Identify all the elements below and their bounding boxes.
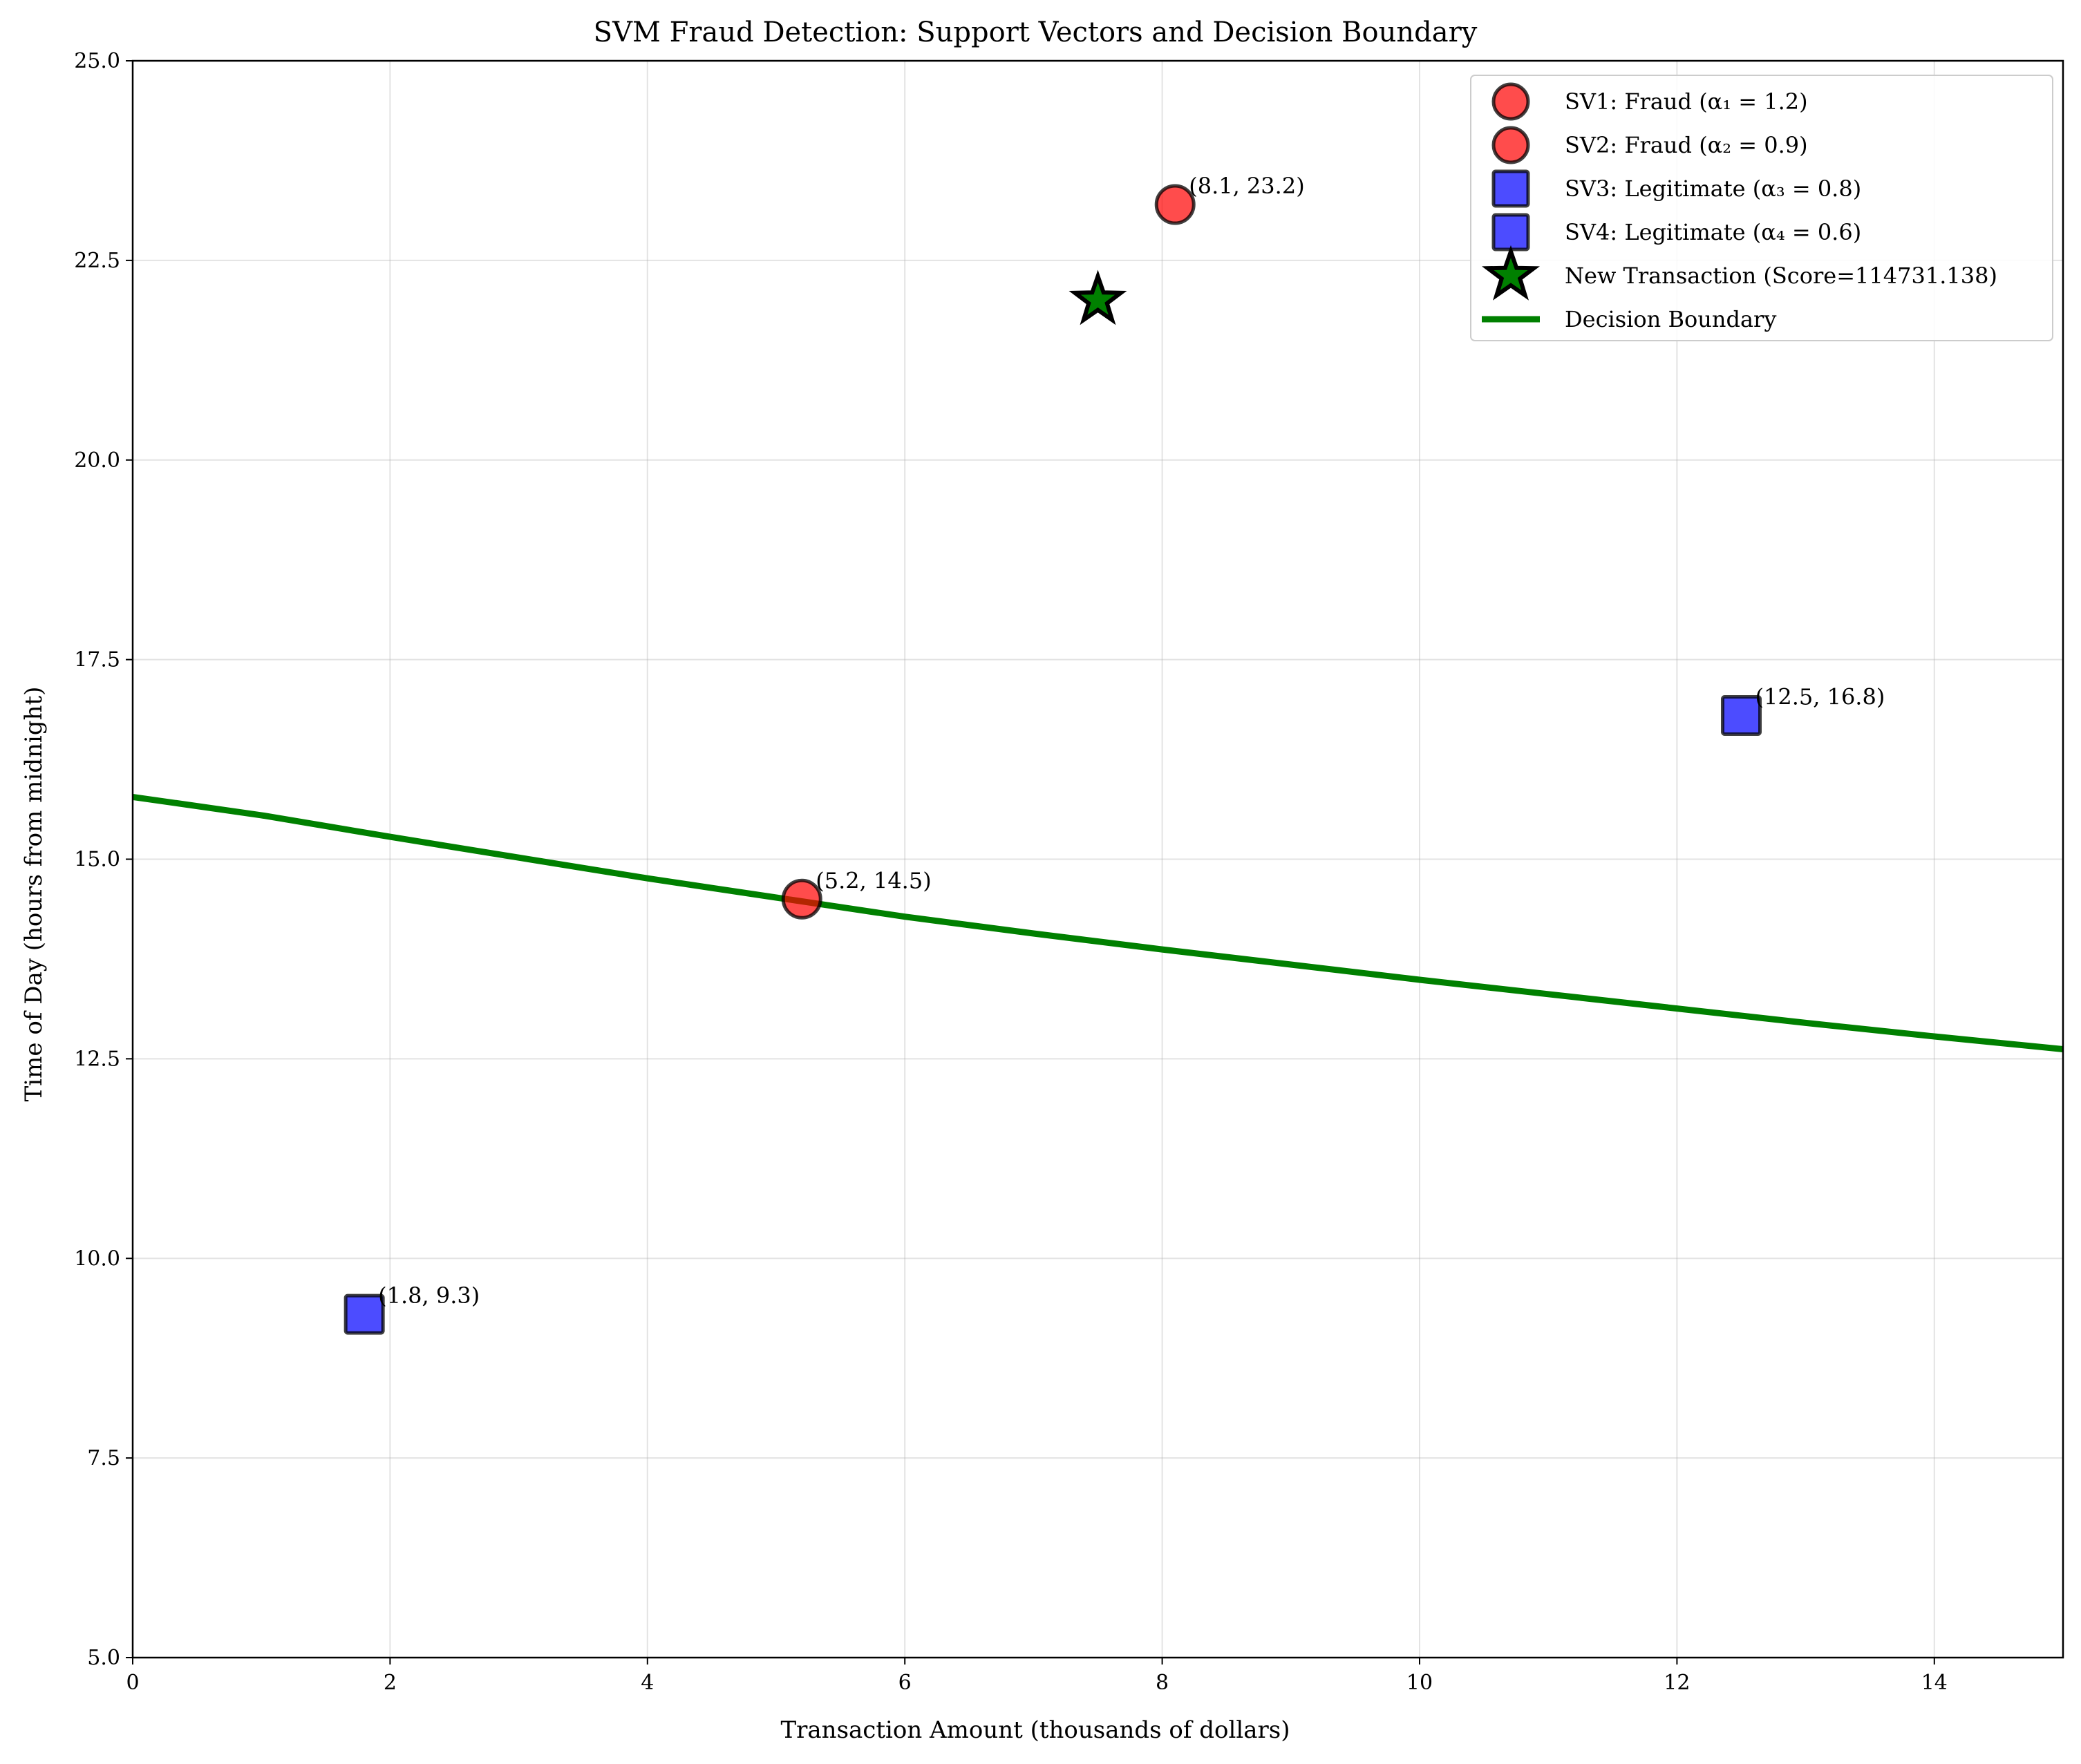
y-tick-label: 5.0: [87, 1646, 120, 1670]
x-tick-label: 12: [1664, 1671, 1690, 1695]
point-annotation: (12.5, 16.8): [1755, 684, 1885, 710]
support-vector-point: [1154, 184, 1196, 225]
legend-marker-swatch: [1491, 126, 1530, 164]
legend-marker-swatch: [1491, 169, 1530, 208]
y-tick-label: 20.0: [74, 448, 120, 473]
y-tick-label: 12.5: [74, 1047, 120, 1071]
x-tick-label: 0: [126, 1671, 139, 1695]
legend-entry-label: Decision Boundary: [1565, 306, 1776, 332]
y-tick-label: 22.5: [74, 249, 120, 273]
legend-marker-swatch: [1491, 82, 1530, 121]
legend-marker-swatch: [1481, 245, 1541, 301]
chart-title: SVM Fraud Detection: Support Vectors and…: [594, 17, 1478, 48]
y-tick-label: 17.5: [74, 648, 120, 672]
point-annotation: (1.8, 9.3): [378, 1282, 480, 1309]
x-tick-label: 6: [898, 1671, 912, 1695]
y-tick-label: 7.5: [87, 1446, 120, 1470]
y-axis-label: Time of Day (hours from midnight): [20, 687, 48, 1102]
y-tick-label: 15.0: [74, 848, 120, 872]
point-annotation: (5.2, 14.5): [816, 867, 931, 893]
x-tick-label: 10: [1406, 1671, 1433, 1695]
legend-entry-label: SV3: Legitimate (α₃ = 0.8): [1565, 176, 1861, 202]
x-tick-label: 4: [641, 1671, 654, 1695]
x-tick-label: 14: [1921, 1671, 1948, 1695]
support-vector-point: [781, 878, 822, 920]
legend: SV1: Fraud (α₁ = 1.2) SV2: Fraud (α₂ = 0.…: [1470, 75, 2053, 341]
y-tick-label: 10.0: [74, 1246, 120, 1271]
support-vector-point: [1721, 695, 1762, 737]
legend-entry-label: New Transaction (Score=114731.138): [1565, 263, 1997, 289]
ticks: 0 2 4 6 8 10 12 14 5.0 7.5 10.0 12.5 15.0 17.5 20.0 22.…: [74, 49, 1948, 1695]
legend-entry-label: SV4: Legitimate (α₄ = 0.6): [1565, 219, 1861, 245]
boundary-layer: [132, 793, 2064, 1052]
x-tick-label: 8: [1156, 1671, 1169, 1695]
legend-box: [1470, 75, 2053, 341]
new-transaction-point: [1068, 269, 1127, 325]
marker-layer: [343, 184, 1762, 1335]
decision-boundary-line: [132, 793, 2064, 1052]
legend-marker-swatch: [1491, 213, 1530, 252]
annotation-layer: (5.2, 14.5) (8.1, 23.2) (12.5, 16.8) (1.8, …: [378, 173, 1885, 1309]
x-tick-label: 2: [384, 1671, 397, 1695]
point-annotation: (8.1, 23.2): [1189, 173, 1304, 199]
y-tick-label: 25.0: [74, 49, 120, 73]
support-vector-point: [343, 1293, 385, 1335]
x-axis-label: Transaction Amount (thousands of dollars…: [780, 1716, 1290, 1744]
legend-entry-label: SV2: Fraud (α₂ = 0.9): [1565, 132, 1808, 158]
legend-entry-label: SV1: Fraud (α₁ = 1.2): [1565, 88, 1808, 115]
